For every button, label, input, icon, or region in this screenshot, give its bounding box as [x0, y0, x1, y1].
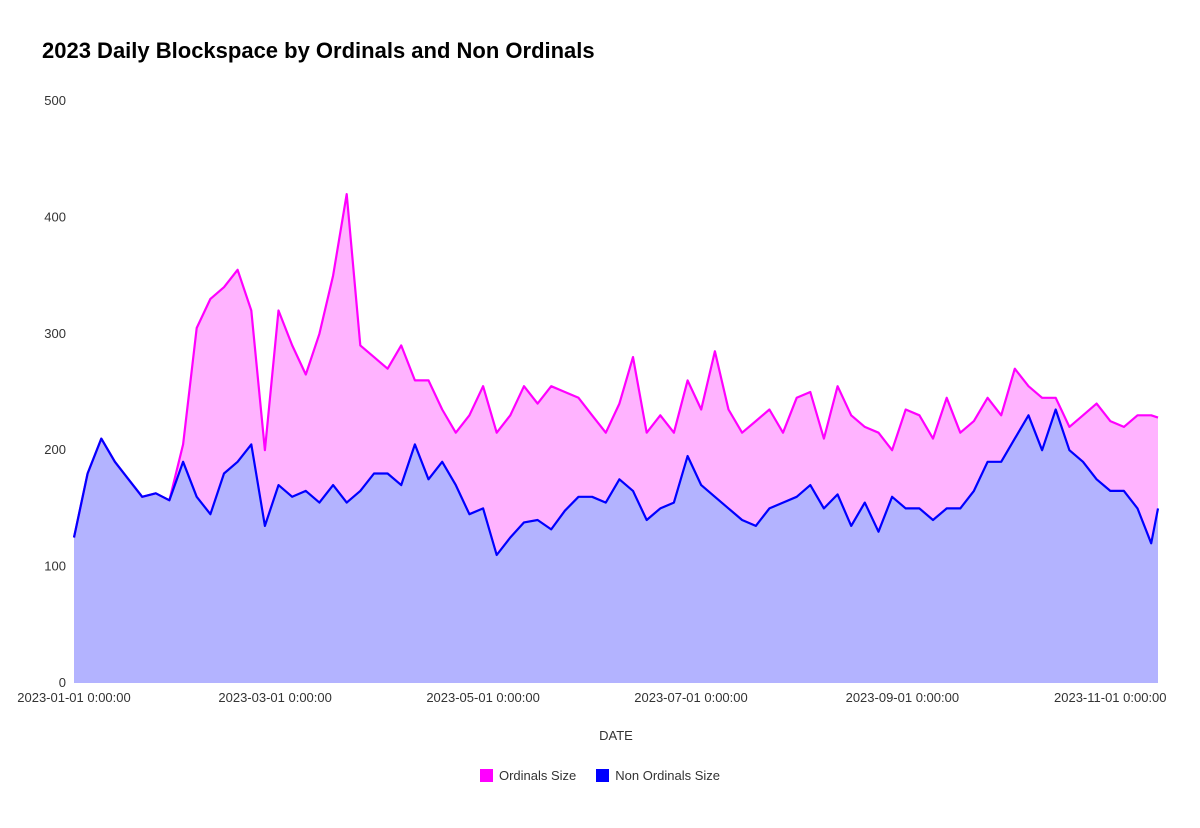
y-tick-label: 200	[44, 442, 66, 457]
non-ordinals-area	[74, 409, 1158, 683]
ordinals-line	[72, 193, 1159, 538]
x-tick-label: 2023-09-01 0:00:00	[846, 690, 959, 705]
x-tick-label: 2023-03-01 0:00:00	[218, 690, 331, 705]
legend-swatch-non-ordinals	[596, 769, 610, 782]
x-tick-label: 2023-05-01 0:00:00	[426, 690, 539, 705]
legend-item-non-ordinals[interactable]: Non Ordinals Size	[596, 768, 720, 783]
non-ordinals-line	[72, 408, 1160, 557]
y-tick-label: 100	[44, 559, 66, 574]
x-tick-label: 2023-01-01 0:00:00	[17, 690, 130, 705]
y-tick-label: 300	[44, 326, 66, 341]
x-tick-label: 2023-07-01 0:00:00	[634, 690, 747, 705]
legend-item-ordinals[interactable]: Ordinals Size	[479, 768, 577, 783]
legend: Ordinals Size Non Ordinals Size	[0, 768, 1200, 783]
legend-label-non-ordinals: Non Ordinals Size	[615, 768, 721, 783]
chart-title: 2023 Daily Blockspace by Ordinals and No…	[42, 38, 595, 63]
legend-swatch-ordinals	[479, 769, 493, 782]
legend-label-ordinals: Ordinals Size	[498, 768, 577, 783]
y-tick-label: 400	[44, 209, 66, 224]
x-tick-label: 2023-11-01 0:00:00	[1054, 690, 1167, 705]
x-axis-label: DATE	[599, 728, 633, 743]
y-tick-label: 500	[44, 93, 66, 108]
y-tick-label: 0	[59, 675, 66, 690]
